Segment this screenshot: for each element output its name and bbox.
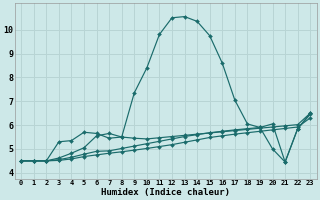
- X-axis label: Humidex (Indice chaleur): Humidex (Indice chaleur): [101, 188, 230, 197]
